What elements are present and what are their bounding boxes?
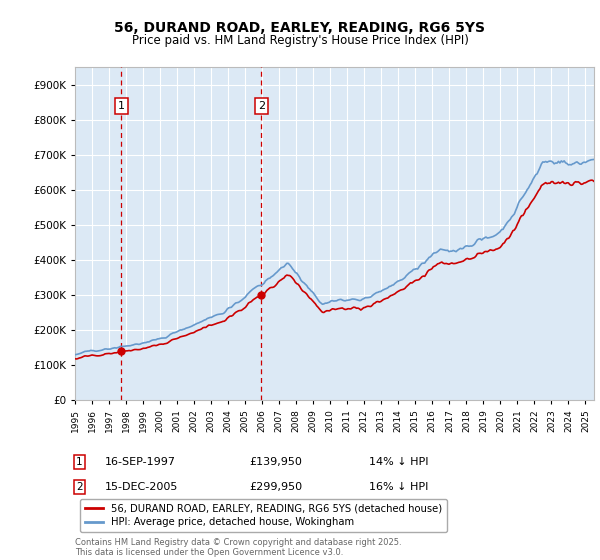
Text: 15-DEC-2005: 15-DEC-2005 [105,482,178,492]
Text: 1: 1 [118,101,125,111]
Text: 56, DURAND ROAD, EARLEY, READING, RG6 5YS: 56, DURAND ROAD, EARLEY, READING, RG6 5Y… [115,21,485,35]
Text: 2: 2 [76,482,83,492]
Text: £299,950: £299,950 [249,482,302,492]
Text: £139,950: £139,950 [249,457,302,467]
Text: 16-SEP-1997: 16-SEP-1997 [105,457,176,467]
Text: 14% ↓ HPI: 14% ↓ HPI [369,457,428,467]
Legend: 56, DURAND ROAD, EARLEY, READING, RG6 5YS (detached house), HPI: Average price, : 56, DURAND ROAD, EARLEY, READING, RG6 5Y… [80,498,447,532]
Text: 2: 2 [258,101,265,111]
Text: 16% ↓ HPI: 16% ↓ HPI [369,482,428,492]
Text: 1: 1 [76,457,83,467]
Text: Contains HM Land Registry data © Crown copyright and database right 2025.
This d: Contains HM Land Registry data © Crown c… [75,538,401,557]
Text: Price paid vs. HM Land Registry's House Price Index (HPI): Price paid vs. HM Land Registry's House … [131,34,469,46]
